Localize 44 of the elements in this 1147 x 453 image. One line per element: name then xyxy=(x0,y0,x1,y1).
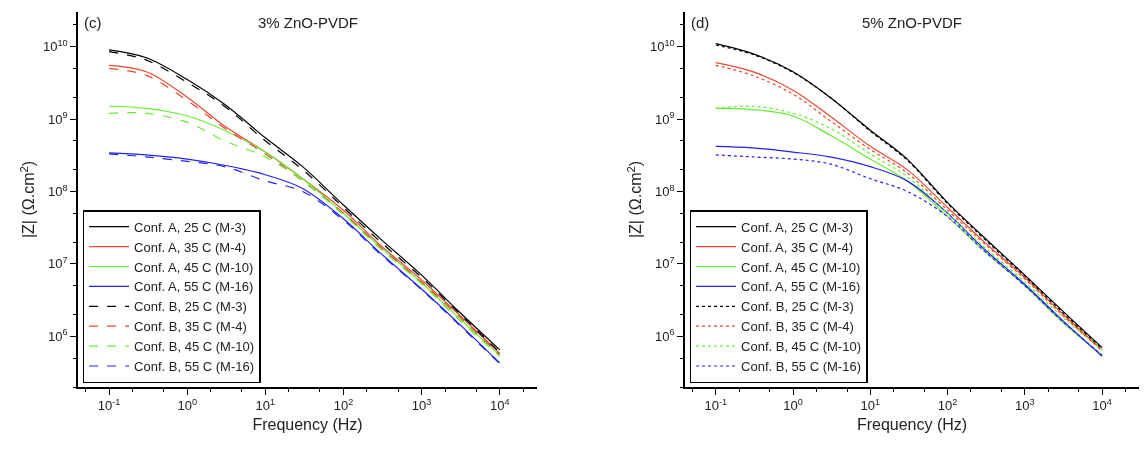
x-tick-label: 10$^{2}$ xyxy=(333,396,354,414)
legend-label: Conf. A, 35 C (M-4) xyxy=(134,239,247,255)
x-tick-label: 10$^{3}$ xyxy=(411,396,432,414)
legend-label: Conf. B, 25 C (M-3) xyxy=(134,299,247,315)
x-tick-label: 10$^{0}$ xyxy=(177,396,197,414)
legend-label: Conf. B, 35 C (M-4) xyxy=(741,319,854,335)
x-tick-label: 10$^{2}$ xyxy=(937,396,958,414)
x-tick-label: 10$^{-1}$ xyxy=(97,396,121,414)
x-axis-title: Frequency (Hz) xyxy=(252,415,363,433)
x-tick-label: 10$^{1}$ xyxy=(860,396,881,414)
legend-label: Conf. A, 25 C (M-3) xyxy=(741,219,854,235)
annotation: (c) xyxy=(84,14,102,31)
x-tick-label: 10$^{-1}$ xyxy=(704,396,728,414)
y-tick-label: 10$^{7}$ xyxy=(655,255,675,272)
y-tick-label: 10$^{6}$ xyxy=(655,327,675,344)
legend-label: Conf. A, 55 C (M-16) xyxy=(134,279,254,295)
legend-label: Conf. B, 45 C (M-10) xyxy=(134,339,255,355)
y-tick-label: 10$^{10}$ xyxy=(650,37,675,55)
x-axis-title: Frequency (Hz) xyxy=(856,415,968,433)
legend-label: Conf. B, 55 C (M-16) xyxy=(134,359,255,375)
x-tick-label: 10$^{4}$ xyxy=(1092,396,1112,414)
y-tick-label: 10$^{6}$ xyxy=(48,327,68,344)
x-tick-label: 10$^{3}$ xyxy=(1015,396,1035,414)
legend-label: Conf. B, 55 C (M-16) xyxy=(741,359,861,375)
legend-label: Conf. A, 45 C (M-10) xyxy=(741,259,861,275)
x-tick-label: 10$^{0}$ xyxy=(783,396,803,414)
x-tick-label: 10$^{4}$ xyxy=(489,396,510,414)
y-tick-label: 10$^{7}$ xyxy=(48,255,68,272)
x-tick-label: 10$^{1}$ xyxy=(255,396,276,414)
chart-title: 3% ZnO-PVDF xyxy=(258,14,359,31)
y-tick-label: 10$^{8}$ xyxy=(655,182,675,200)
y-tick-label: 10$^{8}$ xyxy=(48,182,68,200)
chart-title: 5% ZnO-PVDF xyxy=(862,14,963,31)
y-tick-label: 10$^{9}$ xyxy=(48,110,68,127)
legend-label: Conf. A, 25 C (M-3) xyxy=(134,219,247,235)
legend-label: Conf. A, 35 C (M-4) xyxy=(741,239,854,255)
annotation: (d) xyxy=(691,14,710,31)
legend-label: Conf. B, 35 C (M-4) xyxy=(134,319,247,335)
y-tick-label: 10$^{10}$ xyxy=(43,37,68,55)
legend-label: Conf. B, 45 C (M-10) xyxy=(741,339,861,355)
legend-label: Conf. B, 25 C (M-3) xyxy=(741,299,854,315)
y-tick-label: 10$^{9}$ xyxy=(655,110,675,127)
legend-label: Conf. A, 45 C (M-10) xyxy=(134,259,254,275)
legend-label: Conf. A, 55 C (M-16) xyxy=(741,279,861,295)
